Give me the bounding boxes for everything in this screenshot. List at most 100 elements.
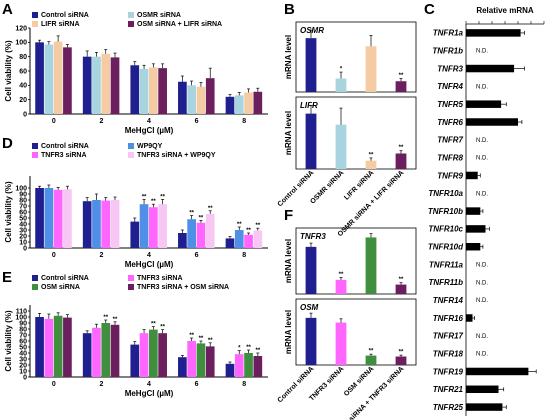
significance-mark: ** bbox=[339, 272, 344, 278]
bar bbox=[187, 219, 196, 248]
legend-label: Control siRNA bbox=[41, 275, 89, 282]
bar bbox=[335, 279, 347, 294]
category-label: TNFR9 bbox=[437, 171, 463, 180]
bar bbox=[253, 230, 263, 248]
legend-swatch bbox=[32, 143, 38, 149]
bar bbox=[92, 56, 101, 114]
bar bbox=[187, 85, 196, 114]
bar bbox=[234, 354, 244, 377]
significance-mark: ** bbox=[103, 315, 108, 321]
y-tick-label: 30 bbox=[19, 227, 27, 234]
gene-title: OSMR bbox=[300, 26, 324, 35]
x-category-label: LIFR siRNA bbox=[343, 169, 375, 201]
bar bbox=[395, 153, 407, 169]
bar bbox=[63, 189, 72, 248]
bar bbox=[244, 234, 253, 248]
bar bbox=[466, 314, 473, 322]
panel-letter-d: D bbox=[2, 135, 13, 152]
bar bbox=[225, 96, 235, 114]
y-tick-label: 0 bbox=[23, 111, 27, 118]
significance-mark: ** bbox=[246, 228, 251, 234]
category-label: TNFR10d bbox=[428, 243, 464, 252]
bar bbox=[466, 403, 503, 411]
not-detected-label: N.D. bbox=[476, 280, 488, 286]
bar bbox=[44, 188, 54, 248]
bar bbox=[44, 318, 54, 377]
x-tick-label: 2 bbox=[99, 252, 103, 259]
y-tick-label: 20 bbox=[19, 233, 27, 240]
bar bbox=[365, 160, 377, 169]
bar bbox=[158, 204, 167, 248]
bar bbox=[335, 78, 347, 92]
bar bbox=[63, 317, 72, 377]
y-tick-label: 120 bbox=[15, 25, 27, 32]
y-axis-title: mRNA level bbox=[284, 111, 293, 155]
x-category-label: Control siRNA bbox=[277, 169, 316, 208]
x-tick-label: 0 bbox=[52, 118, 56, 125]
y-axis-title: Cell viability (%) bbox=[4, 181, 13, 243]
significance-mark: * bbox=[238, 346, 241, 352]
bar bbox=[335, 124, 347, 169]
bar bbox=[178, 233, 187, 248]
bar bbox=[234, 230, 244, 248]
x-category-label: OSM siRNA bbox=[343, 365, 375, 397]
bar bbox=[244, 92, 253, 114]
bar bbox=[466, 171, 478, 180]
bar bbox=[130, 221, 140, 248]
category-label: TNFR7 bbox=[437, 136, 463, 145]
significance-mark: ** bbox=[369, 152, 374, 158]
bar bbox=[466, 225, 486, 233]
not-detected-label: N.D. bbox=[476, 138, 488, 144]
not-detected-label: N.D. bbox=[476, 191, 488, 197]
bar bbox=[305, 38, 317, 92]
category-label: TNFR1b bbox=[432, 47, 463, 56]
legend-swatch bbox=[128, 284, 134, 290]
bar bbox=[130, 344, 140, 377]
legend-label: OSMR siRNA bbox=[137, 12, 181, 19]
panel-letter-a: A bbox=[2, 1, 13, 18]
bar bbox=[53, 315, 63, 377]
bar bbox=[205, 213, 215, 248]
significance-mark: ** bbox=[399, 350, 404, 356]
significance-mark: ** bbox=[208, 206, 213, 212]
legend-label: Control siRNA bbox=[41, 143, 89, 150]
y-tick-label: 40 bbox=[19, 83, 27, 90]
bar bbox=[92, 200, 101, 248]
bar bbox=[178, 357, 187, 377]
y-tick-label: 70 bbox=[19, 332, 27, 339]
bar bbox=[130, 65, 140, 114]
x-tick-label: 6 bbox=[195, 381, 199, 388]
category-label: TNFR1a bbox=[433, 29, 464, 38]
x-tick-label: 4 bbox=[147, 252, 151, 259]
y-tick-label: 10 bbox=[19, 239, 27, 246]
panel-a-chart: Control siRNA OSMR siRNA LIFR siRNA OSM siR… bbox=[4, 12, 268, 135]
legend-label: Control siRNA bbox=[41, 12, 89, 19]
bar bbox=[82, 56, 92, 114]
bar bbox=[466, 207, 481, 215]
legend-swatch bbox=[32, 152, 38, 158]
significance-mark: ** bbox=[160, 325, 165, 331]
y-tick-label: 80 bbox=[19, 54, 27, 61]
category-label: TNFR19 bbox=[433, 367, 464, 376]
bar bbox=[149, 207, 158, 248]
x-tick-label: 8 bbox=[242, 252, 246, 259]
y-tick-label: 100 bbox=[15, 314, 27, 321]
not-detected-label: N.D. bbox=[476, 156, 488, 162]
plot-frame bbox=[295, 298, 417, 366]
bar bbox=[196, 222, 206, 248]
legend-label: TNFR3 siRNA + OSM siRNA bbox=[137, 284, 229, 291]
y-tick-label: 20 bbox=[19, 97, 27, 104]
y-tick-label: 50 bbox=[19, 344, 27, 351]
bar bbox=[82, 333, 92, 377]
category-label: TNFR25 bbox=[433, 403, 464, 412]
bar bbox=[365, 237, 377, 294]
bar bbox=[53, 189, 63, 248]
bar bbox=[196, 343, 206, 377]
y-tick-label: 110 bbox=[16, 308, 27, 315]
y-tick-label: 0 bbox=[23, 245, 27, 252]
significance-mark: ** bbox=[208, 338, 213, 344]
bar bbox=[178, 81, 187, 114]
category-label: TNFR3 bbox=[437, 64, 463, 73]
x-tick-label: 8 bbox=[242, 381, 246, 388]
